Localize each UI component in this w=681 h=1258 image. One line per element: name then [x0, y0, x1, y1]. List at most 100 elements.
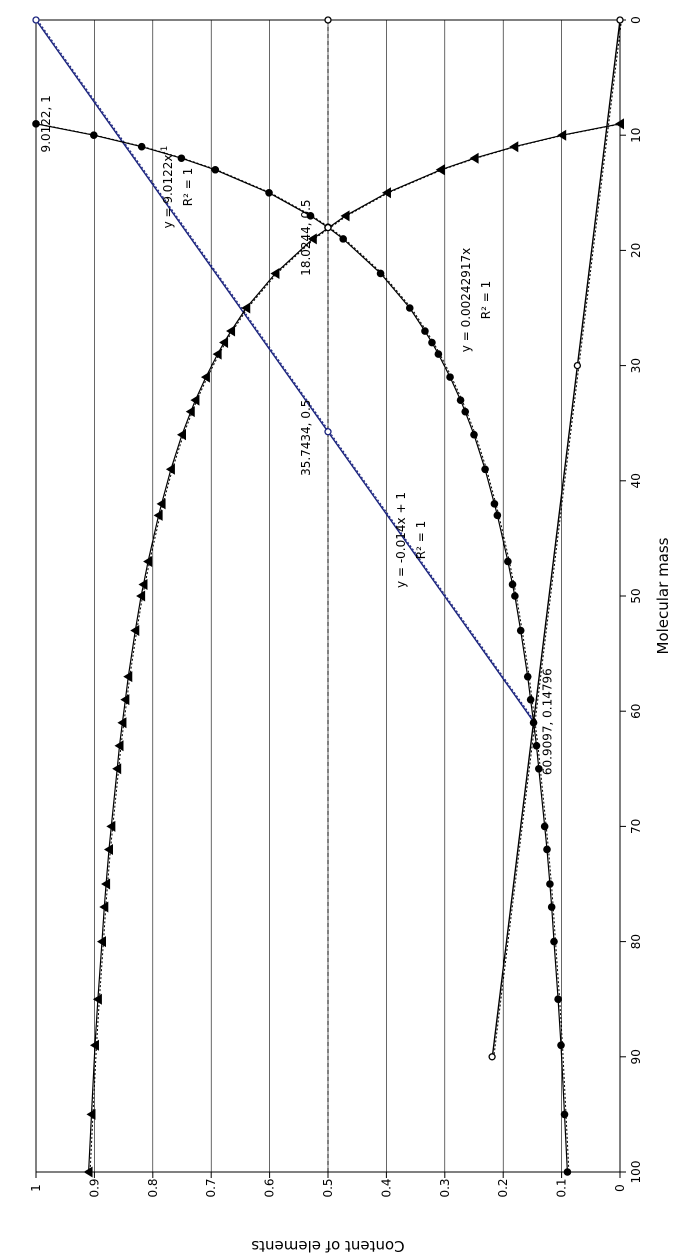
data-point-circle — [511, 592, 519, 600]
equation-label: y = 9.0122x-1 — [160, 146, 175, 229]
y-tick-label: 0.4 — [379, 1178, 393, 1197]
data-point-circle — [532, 741, 541, 750]
data-point-circle — [543, 845, 551, 854]
data-point-open — [573, 361, 582, 370]
data-point-circle — [560, 1110, 569, 1119]
data-point-circle — [547, 903, 556, 911]
y-tick-label: 0.6 — [263, 1178, 277, 1197]
data-point-triangle — [112, 763, 122, 775]
data-point-circle — [461, 407, 470, 416]
data-point-triangle — [136, 590, 146, 602]
data-point-triangle — [190, 394, 200, 406]
data-point-triangle — [86, 1108, 96, 1120]
x-axis-label: Molecular mass — [654, 537, 672, 654]
data-point-triangle — [241, 302, 251, 314]
data-point-circle — [504, 557, 512, 566]
x-tick-label: 50 — [629, 588, 643, 603]
y-tick-label: 0.3 — [438, 1178, 452, 1197]
data-point-circle — [456, 396, 465, 404]
point-annotation: 9.0122, 1 — [39, 95, 53, 152]
series-curve — [88, 123, 621, 1173]
data-point-triangle — [212, 348, 222, 360]
series-trendline — [89, 123, 622, 1173]
data-point-triangle — [156, 498, 166, 510]
data-point-triangle — [340, 210, 350, 222]
fit-line-proportional — [491, 19, 621, 1057]
data-point-triangle — [138, 578, 148, 590]
data-point-triangle — [165, 463, 175, 475]
data-point-triangle — [114, 740, 124, 752]
data-point-circle — [490, 500, 499, 508]
equation-label: y = 0.00242917x — [459, 248, 473, 352]
y-tick-label: 0.7 — [204, 1178, 218, 1197]
data-point-triangle — [101, 878, 111, 890]
data-point-triangle — [96, 936, 106, 948]
data-point-circle — [540, 822, 549, 831]
x-tick-label: 90 — [629, 1049, 643, 1064]
point-annotation: 35.7434, 0.5 — [299, 400, 313, 476]
data-point-triangle — [92, 993, 102, 1005]
data-point-triangle — [123, 671, 133, 683]
data-point-circle — [446, 373, 454, 381]
data-point-circle — [493, 511, 502, 520]
data-point-open — [324, 428, 332, 436]
y-tick-label: 1 — [29, 1184, 43, 1192]
data-point-triangle — [89, 1039, 99, 1051]
data-point-circle — [554, 995, 562, 1003]
data-point-circle — [177, 154, 186, 163]
data-point-triangle — [185, 406, 195, 418]
grid-lines — [94, 20, 562, 1172]
x-tick-label: 0 — [629, 16, 643, 24]
x-tick-label: 80 — [629, 934, 643, 949]
data-point-triangle — [106, 820, 116, 832]
fit-line-linear — [35, 19, 535, 723]
x-tick-label: 70 — [629, 819, 643, 834]
y-tick-label: 0.1 — [555, 1178, 569, 1197]
data-point-triangle — [381, 187, 391, 199]
data-point-circle — [405, 304, 414, 312]
data-point-circle — [265, 189, 273, 197]
data-point-triangle — [120, 694, 130, 706]
equation-exponent: -1 — [160, 146, 170, 155]
x-tick-label: 20 — [629, 243, 643, 258]
data-point-circle — [481, 465, 489, 474]
annotations: 9.0122, 1 35.7434, 0.5 18.0244, 0.5 60.9097… — [39, 95, 555, 775]
data-point-triangle — [509, 141, 519, 153]
y-tick-label: 0.5 — [321, 1178, 335, 1197]
data-point-circle — [306, 212, 315, 220]
data-point-circle — [550, 937, 558, 946]
data-point-triangle — [219, 337, 229, 349]
data-point-triangle — [117, 717, 127, 729]
data-point-triangle — [143, 555, 153, 567]
data-point-circle — [508, 580, 517, 589]
data-point-circle — [523, 672, 532, 681]
x-axis-ticks: 0 10 20 30 40 50 60 70 80 90 100 — [620, 16, 643, 1183]
x-tick-label: 60 — [629, 704, 643, 719]
trendline-linear — [37, 19, 536, 722]
point-annotation: 60.9097, 0.14796 — [541, 668, 555, 775]
point-annotation: 18.0244, 0.5 — [299, 199, 313, 275]
y-tick-label: 0 — [613, 1184, 627, 1192]
data-point-open — [32, 16, 40, 24]
r-squared-label: R² = 1 — [181, 168, 195, 206]
data-point-triangle — [469, 152, 479, 164]
data-point-circle — [557, 1041, 565, 1050]
data-point-circle — [535, 765, 543, 773]
data-point-circle — [563, 1168, 572, 1176]
data-point-triangle — [435, 164, 445, 176]
data-point-circle — [428, 338, 436, 347]
data-point-circle — [526, 695, 535, 704]
data-point-circle — [90, 131, 98, 139]
data-point-triangle — [177, 429, 186, 441]
data-point-triangle — [270, 267, 280, 279]
data-point-circle — [434, 350, 443, 358]
r-squared-label: R² = 1 — [479, 281, 493, 319]
data-point-triangle — [615, 118, 624, 130]
data-point-circle — [376, 269, 385, 278]
data-point-open — [324, 223, 332, 232]
data-markers — [32, 16, 624, 1178]
y-tick-label: 0.2 — [496, 1178, 510, 1197]
y-tick-label: 0.9 — [87, 1178, 101, 1197]
data-point-circle — [339, 235, 347, 243]
data-point-triangle — [83, 1166, 93, 1178]
